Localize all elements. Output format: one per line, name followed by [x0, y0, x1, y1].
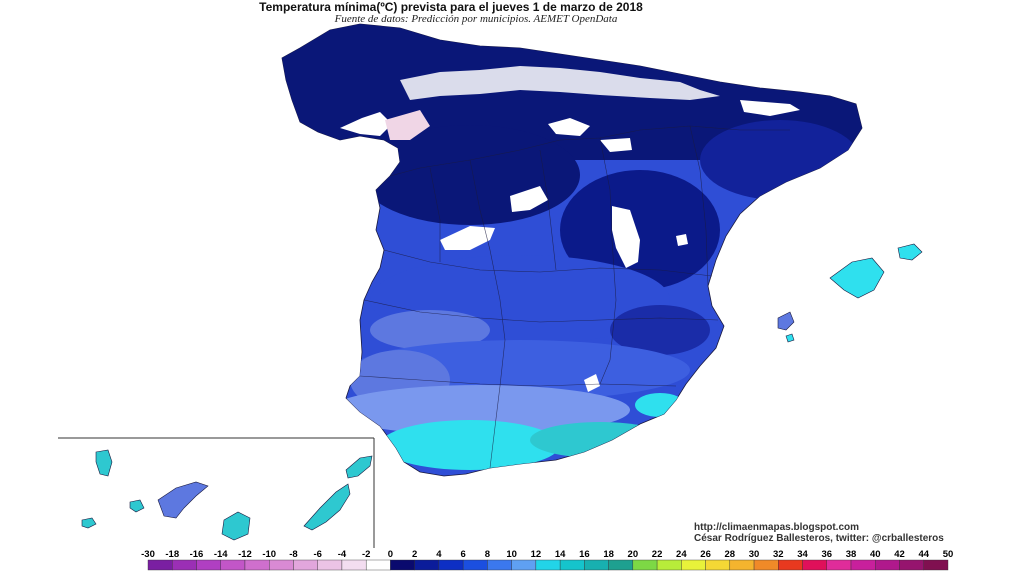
legend-swatch [293, 559, 318, 571]
legend-label: 34 [797, 549, 808, 560]
legend-label: 4 [436, 549, 442, 560]
legend-swatch [632, 559, 658, 571]
legend-label: -12 [238, 549, 252, 560]
legend-swatch [341, 559, 367, 571]
legend-label: -14 [214, 549, 228, 560]
legend-swatch [778, 559, 803, 571]
legend-label: 6 [461, 549, 466, 560]
legend-swatch [196, 559, 221, 571]
legend-label: 18 [603, 549, 614, 560]
legend-label: -2 [362, 549, 370, 560]
legend-label: -16 [190, 549, 204, 560]
legend-swatch [899, 559, 924, 571]
legend-swatch [244, 559, 270, 571]
legend-swatch [584, 559, 609, 571]
legend-label: 16 [579, 549, 590, 560]
legend-label: 12 [531, 549, 542, 560]
legend-label: -18 [165, 549, 179, 560]
legend-swatch [559, 559, 585, 571]
legend-swatch [269, 559, 294, 571]
legend-label: 2 [412, 549, 417, 560]
legend-label: -10 [262, 549, 276, 560]
legend-swatch [535, 559, 561, 571]
legend-label: 20 [628, 549, 639, 560]
legend-label: -8 [289, 549, 297, 560]
legend-label: 50 [943, 549, 954, 560]
legend-swatch [681, 559, 706, 571]
legend-label: 36 [821, 549, 832, 560]
legend-swatch [487, 559, 512, 571]
legend-label: 14 [555, 549, 566, 560]
legend-swatch [462, 559, 488, 571]
legend-label: 38 [846, 549, 857, 560]
legend-label: 28 [725, 549, 736, 560]
credit-author: César Rodríguez Ballesteros, twitter: @c… [694, 533, 944, 544]
legend-label: 40 [870, 549, 881, 560]
legend-swatch [390, 559, 415, 571]
credit-url: http://climaenmapas.blogspot.com [694, 522, 860, 533]
legend-swatch [656, 559, 682, 571]
legend-swatch [317, 559, 343, 571]
legend-label: 32 [773, 549, 784, 560]
legend-swatch [729, 559, 755, 571]
legend-swatch [753, 559, 779, 571]
legend-swatch [875, 559, 900, 571]
legend-label: 22 [652, 549, 663, 560]
legend-swatch [220, 559, 246, 571]
legend-swatch [511, 559, 537, 571]
legend-label: -6 [313, 549, 321, 560]
legend-label: 10 [506, 549, 517, 560]
legend-label: -4 [338, 549, 347, 560]
legend-swatch [438, 559, 464, 571]
legend-swatch [850, 559, 876, 571]
legend-swatch [608, 559, 634, 571]
legend-swatch [826, 559, 852, 571]
legend-swatch [802, 559, 827, 571]
legend-swatch [923, 559, 949, 571]
legend-swatch [365, 559, 391, 571]
legend-label: 26 [700, 549, 711, 560]
legend-swatch [172, 559, 197, 571]
legend-label: 30 [749, 549, 760, 560]
legend-label: 8 [485, 549, 490, 560]
legend-label: -30 [141, 549, 155, 560]
canary-inset [58, 437, 375, 548]
legend-swatch [414, 559, 440, 571]
balearic-islands [777, 243, 923, 343]
legend-swatch [705, 559, 731, 571]
map-subtitle: Fuente de datos: Predicción por municipi… [334, 13, 618, 25]
legend-swatch [147, 559, 173, 571]
legend-label: 24 [676, 549, 687, 560]
map-title: Temperatura mínima(ºC) prevista para el … [259, 0, 643, 14]
legend-label: 0 [388, 549, 393, 560]
legend-label: 42 [894, 549, 905, 560]
legend-label: 44 [918, 549, 929, 560]
